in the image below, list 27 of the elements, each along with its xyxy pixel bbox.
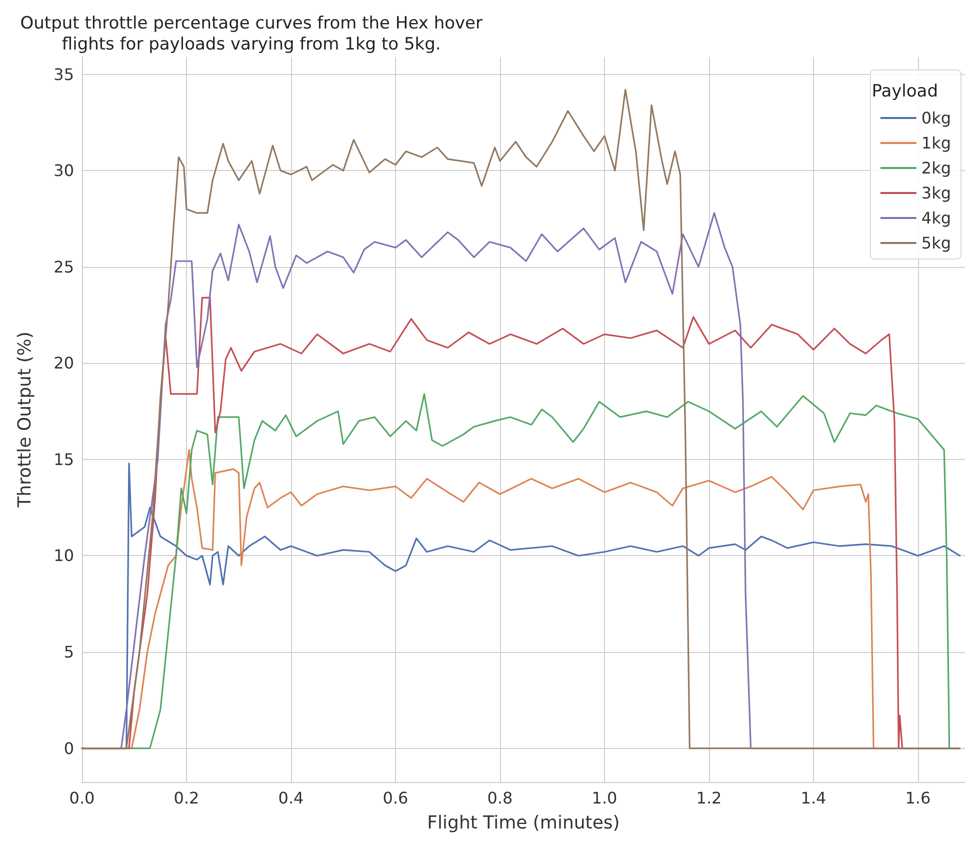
- chart-title: Output throttle percentage curves from the Hex hover flights for payloads varying from 1kg to 5kg.: [20, 14, 483, 54]
- x-tick-label: 1.0: [592, 788, 618, 808]
- x-tick-label: 0.2: [174, 788, 200, 808]
- legend-label: 0kg: [921, 108, 952, 128]
- legend-title: Payload: [872, 82, 938, 102]
- y-tick-label: 30: [54, 161, 74, 180]
- y-axis-title: Throttle Output (%): [14, 332, 36, 508]
- legend-label: 3kg: [921, 184, 952, 202]
- x-tick-label: 0.6: [382, 788, 408, 808]
- y-tick-label: 10: [54, 546, 74, 566]
- x-tick-label: 0.8: [487, 788, 513, 808]
- legend-label: 4kg: [921, 208, 952, 228]
- legend-label: 1kg: [921, 134, 952, 152]
- y-tick-label: 25: [54, 257, 74, 276]
- x-tick-label: 0.4: [278, 788, 304, 808]
- legend-label: 2kg: [921, 158, 952, 178]
- x-tick-label: 0.0: [69, 788, 95, 808]
- x-tick-label: 1.4: [800, 788, 826, 808]
- x-axis-title: Flight Time (minutes): [427, 812, 620, 834]
- x-tick-label: 1.6: [905, 788, 931, 808]
- y-tick-label: 5: [64, 642, 74, 662]
- y-tick-label: 15: [54, 450, 74, 469]
- y-tick-label: 20: [54, 354, 74, 373]
- y-tick-label: 0: [64, 738, 74, 758]
- legend-label: 5kg: [921, 234, 952, 252]
- y-tick-label: 35: [54, 64, 74, 84]
- x-tick-label: 1.2: [696, 788, 722, 808]
